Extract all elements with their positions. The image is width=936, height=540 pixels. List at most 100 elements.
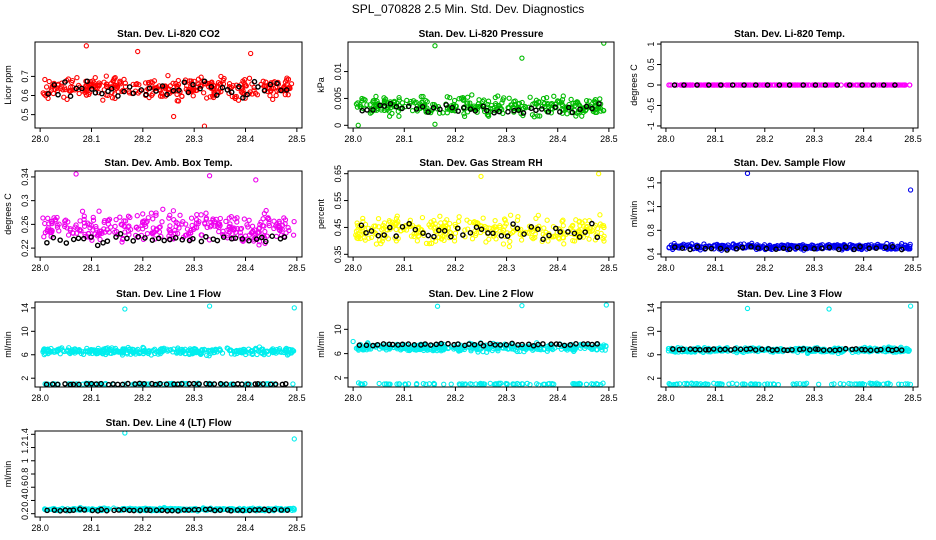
x-tick-label: 28.3 <box>805 393 823 403</box>
data-point <box>540 381 547 387</box>
reference-point <box>681 82 687 88</box>
y-tick-label: 0 <box>646 82 656 87</box>
data-point <box>820 82 826 88</box>
x-tick-label: 28.1 <box>707 134 725 144</box>
data-point <box>583 381 590 387</box>
x-tick-label: 28.3 <box>185 393 203 403</box>
data-point <box>156 229 163 235</box>
data-point <box>532 231 538 237</box>
data-point <box>226 215 232 221</box>
reference-point <box>256 507 262 513</box>
panel-temp: Stan. Dev. Li-820 Temp. degrees C 28.0 28.1… <box>629 29 922 144</box>
data-point <box>368 234 375 241</box>
y-tick-label: 0.26 <box>20 216 30 234</box>
reference-point <box>526 341 532 348</box>
outlier-point <box>478 173 484 180</box>
data-point <box>118 507 125 513</box>
panel-rh: Stan. Dev. Gas Stream RH percent 28.0 28.1 2… <box>316 158 618 273</box>
data-point <box>560 223 566 229</box>
data-point <box>177 212 183 218</box>
outlier-point <box>744 171 751 177</box>
reference-point <box>49 381 56 387</box>
x-tick-label: 28.0 <box>31 263 49 273</box>
reference-point <box>478 226 485 233</box>
data-point <box>395 108 401 114</box>
reference-point <box>217 380 224 387</box>
data-point <box>484 224 490 231</box>
reference-point <box>866 245 873 252</box>
plot-frame-rh <box>347 170 615 258</box>
data-point <box>385 236 392 242</box>
reference-point <box>680 346 686 353</box>
data-point <box>441 345 447 351</box>
data-point <box>739 381 746 387</box>
points-temp <box>666 82 913 88</box>
data-point <box>175 98 182 104</box>
data-point <box>43 84 50 90</box>
data-point <box>190 93 196 99</box>
y-tick-label: 0.6 <box>20 89 30 102</box>
data-point <box>158 90 165 97</box>
data-point <box>570 347 576 353</box>
data-point <box>461 113 468 119</box>
data-point <box>260 222 266 229</box>
data-point <box>464 94 471 100</box>
page-title: SPL_070828 2.5 Min. Std. Dev. Diagnostic… <box>352 2 585 16</box>
data-point <box>105 221 112 227</box>
data-point <box>423 381 429 387</box>
outlier-point <box>603 302 609 308</box>
data-point <box>760 82 766 88</box>
data-point <box>704 381 710 387</box>
reference-point <box>671 244 678 250</box>
data-point <box>232 94 238 100</box>
x-tick-label: 28.2 <box>134 523 152 533</box>
data-point <box>514 380 520 387</box>
data-point <box>571 238 578 244</box>
data-point <box>457 347 464 354</box>
data-point <box>544 95 550 101</box>
reference-point <box>545 109 552 115</box>
data-point <box>868 381 874 387</box>
data-point <box>456 381 463 387</box>
reference-point <box>143 91 149 98</box>
data-point <box>507 238 513 245</box>
y-tick-label: 10 <box>333 324 343 334</box>
reference-point <box>546 232 552 239</box>
data-point <box>132 351 139 357</box>
reference-point <box>582 229 588 235</box>
data-point <box>717 243 723 249</box>
data-point <box>441 381 447 387</box>
reference-point <box>387 224 393 231</box>
outlier-point <box>248 50 254 57</box>
y-tick-label: 0.7 <box>20 70 30 83</box>
data-point <box>666 245 672 251</box>
data-point <box>49 219 56 225</box>
data-point <box>431 225 437 231</box>
data-point <box>170 208 177 214</box>
reference-point <box>535 226 541 232</box>
data-point <box>394 213 400 219</box>
data-point <box>530 235 536 242</box>
reference-point <box>159 83 166 89</box>
reference-point <box>732 346 738 352</box>
data-point <box>61 223 68 230</box>
reference-point <box>553 225 559 232</box>
x-tick-label: 28.0 <box>31 134 49 144</box>
data-point <box>166 347 172 353</box>
x-tick-label: 28.5 <box>904 134 922 144</box>
reference-point <box>92 89 99 96</box>
data-point <box>396 113 402 119</box>
data-point <box>545 346 552 352</box>
y-tick-label: 0.5 <box>20 108 30 121</box>
reference-point <box>436 227 442 234</box>
reference-point <box>747 345 754 352</box>
data-point <box>208 222 215 229</box>
y-tick-label: 0.2 <box>20 507 30 520</box>
data-point <box>774 82 780 88</box>
y-tick-label: 0.4 <box>20 494 30 507</box>
reference-point <box>196 381 202 387</box>
x-tick-label: 28.3 <box>498 134 516 144</box>
data-point <box>714 381 720 387</box>
data-point <box>93 223 99 230</box>
data-point <box>87 225 93 231</box>
